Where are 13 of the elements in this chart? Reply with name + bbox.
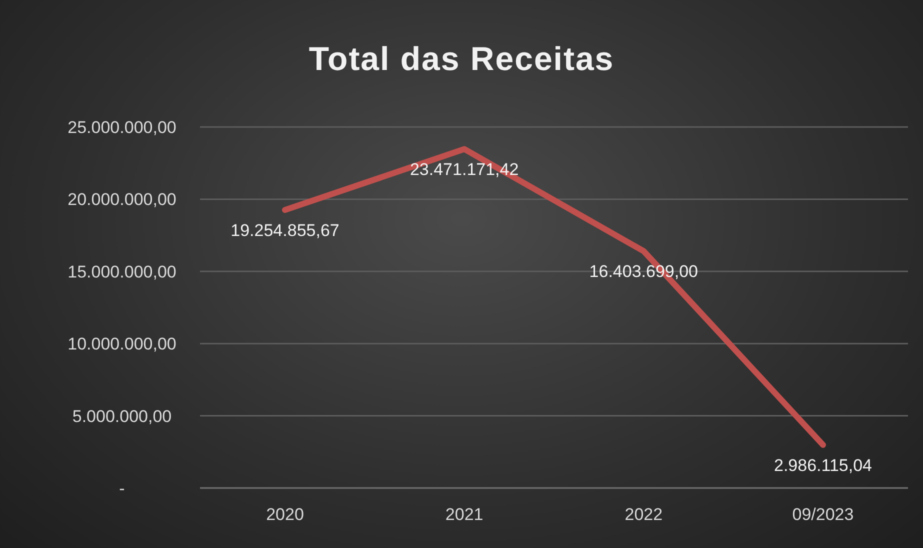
y-tick-label: 15.000.000,00: [68, 262, 176, 282]
y-tick-label: 5.000.000,00: [72, 406, 172, 426]
chart-title: Total das Receitas: [308, 40, 616, 78]
y-tick-label: -: [119, 479, 125, 498]
data-label: 2.986.115,04: [774, 456, 872, 475]
data-label: 19.254.855,67: [230, 220, 340, 240]
y-tick-label: 20.000.000,00: [68, 190, 176, 210]
y-tick-label: 10.000.000,00: [68, 334, 176, 354]
y-tick-label: 25.000.000,00: [68, 118, 176, 138]
x-tick-label: 09/2023: [792, 505, 854, 524]
x-tick-label: 2022: [624, 505, 663, 524]
x-tick-label: 2020: [266, 505, 304, 524]
x-tick-label: 2021: [445, 505, 484, 524]
